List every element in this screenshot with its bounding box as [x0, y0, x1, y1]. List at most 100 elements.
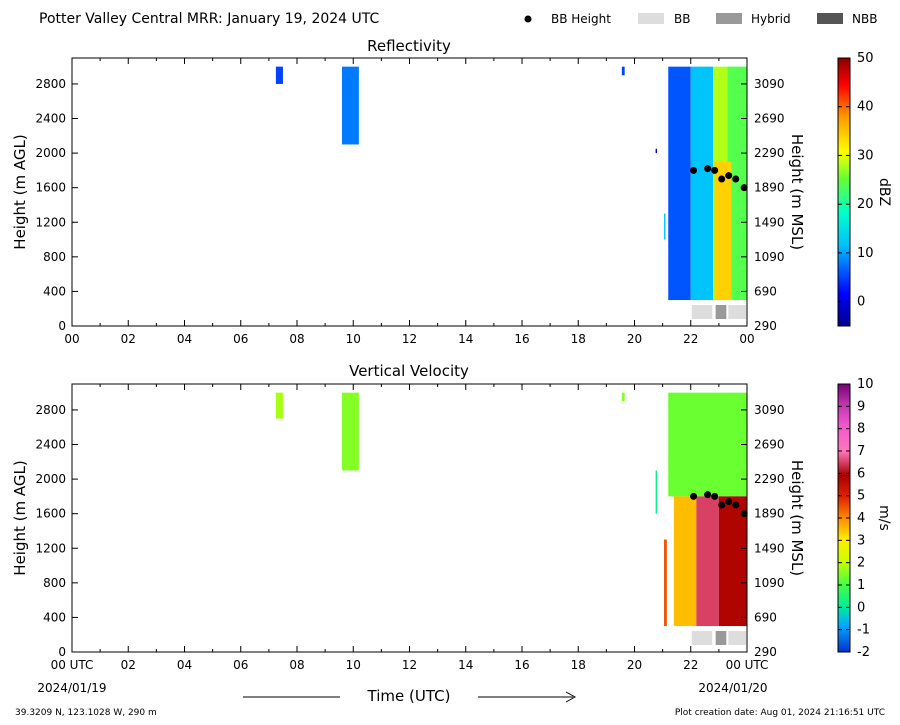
bb-height-marker [704, 165, 712, 173]
plot-frame [71, 57, 748, 327]
hybrid-legend-swatch [716, 13, 742, 24]
echo-region [727, 66, 747, 301]
y-tick-label: 0 [58, 645, 66, 659]
x-tick-label: 20 [627, 332, 642, 346]
y-tick-label: 1200 [35, 541, 66, 555]
bb-height-marker [690, 492, 698, 500]
y-tick-label-right: 1090 [754, 576, 785, 590]
y-tick-label: 2800 [35, 403, 66, 417]
x-tick-label: 14 [458, 332, 473, 346]
velocity-ylabel: Height (m AGL) [11, 460, 29, 575]
y-tick-label: 400 [43, 610, 66, 624]
colorbar-tick-label: 30 [857, 148, 874, 163]
y-tick-label-right: 690 [754, 610, 777, 624]
y-tick-label-right: 1090 [754, 250, 785, 264]
echo-region [668, 392, 747, 497]
bb-legend-swatch [638, 13, 664, 24]
echo-region [668, 66, 691, 301]
echo-region [621, 392, 625, 402]
echo-region [664, 213, 666, 240]
echo-region [718, 496, 747, 627]
x-tick-label: 00 [64, 332, 79, 346]
bb-type-bar-hybrid [715, 305, 727, 319]
x-tick-label: 08 [289, 658, 304, 672]
plot-frame [71, 383, 748, 653]
y-tick-label: 1600 [35, 181, 66, 195]
bb-type-bar-bb [728, 631, 746, 645]
reflectivity-panel: Reflectivity 00 02 04 06 08 10 12 14 16 18 20 22 000… [11, 37, 892, 346]
x-tick-label: 12 [402, 332, 417, 346]
bb-type-bar-bb [691, 631, 713, 645]
hybrid-legend-label: Hybrid [751, 12, 791, 26]
echo-region [275, 392, 283, 419]
bb-height-legend-label: BB Height [551, 12, 611, 26]
colorbar-tick-label: 50 [857, 51, 874, 66]
nbb-legend-label: NBB [852, 12, 877, 26]
x-tick-label: 18 [571, 332, 586, 346]
x-tick-label: 06 [233, 658, 248, 672]
x-tick-label: 10 [346, 658, 361, 672]
y-tick-label: 2000 [35, 146, 66, 160]
x-tick-label: 18 [571, 658, 586, 672]
y-tick-label-right: 1890 [754, 181, 785, 195]
colorbar-tick-label: 4 [857, 511, 865, 526]
x-tick-label: 16 [514, 332, 529, 346]
echo-region [342, 66, 359, 145]
velocity-colorbar-ticks: -2 -1 0 1 2 3 4 5 6 7 8 9 10 [838, 377, 874, 660]
time-arrow-head [565, 691, 577, 703]
y-tick-label-right: 690 [754, 284, 777, 298]
bb-type-bar-bb [728, 305, 746, 319]
x-tick-label: 16 [514, 658, 529, 672]
echo-region [275, 66, 283, 84]
y-tick-label: 400 [43, 284, 66, 298]
y-tick-label-right: 2690 [754, 112, 785, 126]
x-tick-label: 22 [683, 658, 698, 672]
colorbar-tick-label: 10 [857, 246, 874, 261]
x-tick-label: 22 [683, 332, 698, 346]
bb-height-marker [725, 172, 733, 180]
colorbar-tick-label: 5 [857, 489, 865, 504]
colorbar-tick-label: 2 [857, 556, 865, 571]
y-tick-label: 2800 [35, 77, 66, 91]
echo-region [655, 470, 657, 514]
bb-legend-label: BB [674, 12, 690, 26]
x-tick-label: 14 [458, 658, 473, 672]
bb-height-marker [690, 166, 698, 174]
colorbar-tick-label: 3 [857, 533, 865, 548]
figure-title: Potter Valley Central MRR: January 19, 2… [39, 11, 379, 27]
y-tick-label-right: 3090 [754, 77, 785, 91]
colorbar-tick-label: 10 [857, 377, 874, 392]
colorbar-tick-label: 8 [857, 422, 865, 437]
colorbar-tick-label: 7 [857, 444, 865, 459]
start-date-label: 2024/01/19 [37, 681, 106, 695]
y-tick-label-right: 1490 [754, 541, 785, 555]
x-tick-label: 06 [233, 332, 248, 346]
velocity-ylabel-right: Height (m MSL) [788, 460, 806, 576]
creation-date-text: Plot creation date: Aug 01, 2024 21:16:5… [675, 708, 885, 718]
x-tick-label: 02 [121, 332, 136, 346]
time-axis-label-group: Time (UTC) [243, 687, 577, 705]
colorbar-tick-label: 20 [857, 197, 874, 212]
colorbar-tick-label: -2 [857, 645, 870, 660]
reflectivity-ylabel-right: Height (m MSL) [788, 134, 806, 250]
y-tick-label: 800 [43, 576, 66, 590]
y-tick-label-right: 2290 [754, 472, 785, 486]
y-tick-label-right: 1890 [754, 507, 785, 521]
x-tick-label: 00 UTC [51, 658, 94, 672]
bb-height-marker [732, 175, 740, 183]
x-tick-label: 08 [289, 332, 304, 346]
bb-height-marker [732, 501, 740, 509]
colorbar-tick-label: 0 [857, 600, 865, 615]
y-tick-label: 800 [43, 250, 66, 264]
y-tick-label-right: 1490 [754, 215, 785, 229]
x-tick-label: 12 [402, 658, 417, 672]
bb-height-legend-marker [524, 15, 532, 23]
bb-height-marker [718, 175, 726, 183]
echo-region [673, 496, 697, 627]
y-tick-label: 1600 [35, 507, 66, 521]
echo-region [655, 148, 657, 154]
reflectivity-title: Reflectivity [367, 37, 451, 55]
x-tick-label: 02 [121, 658, 136, 672]
